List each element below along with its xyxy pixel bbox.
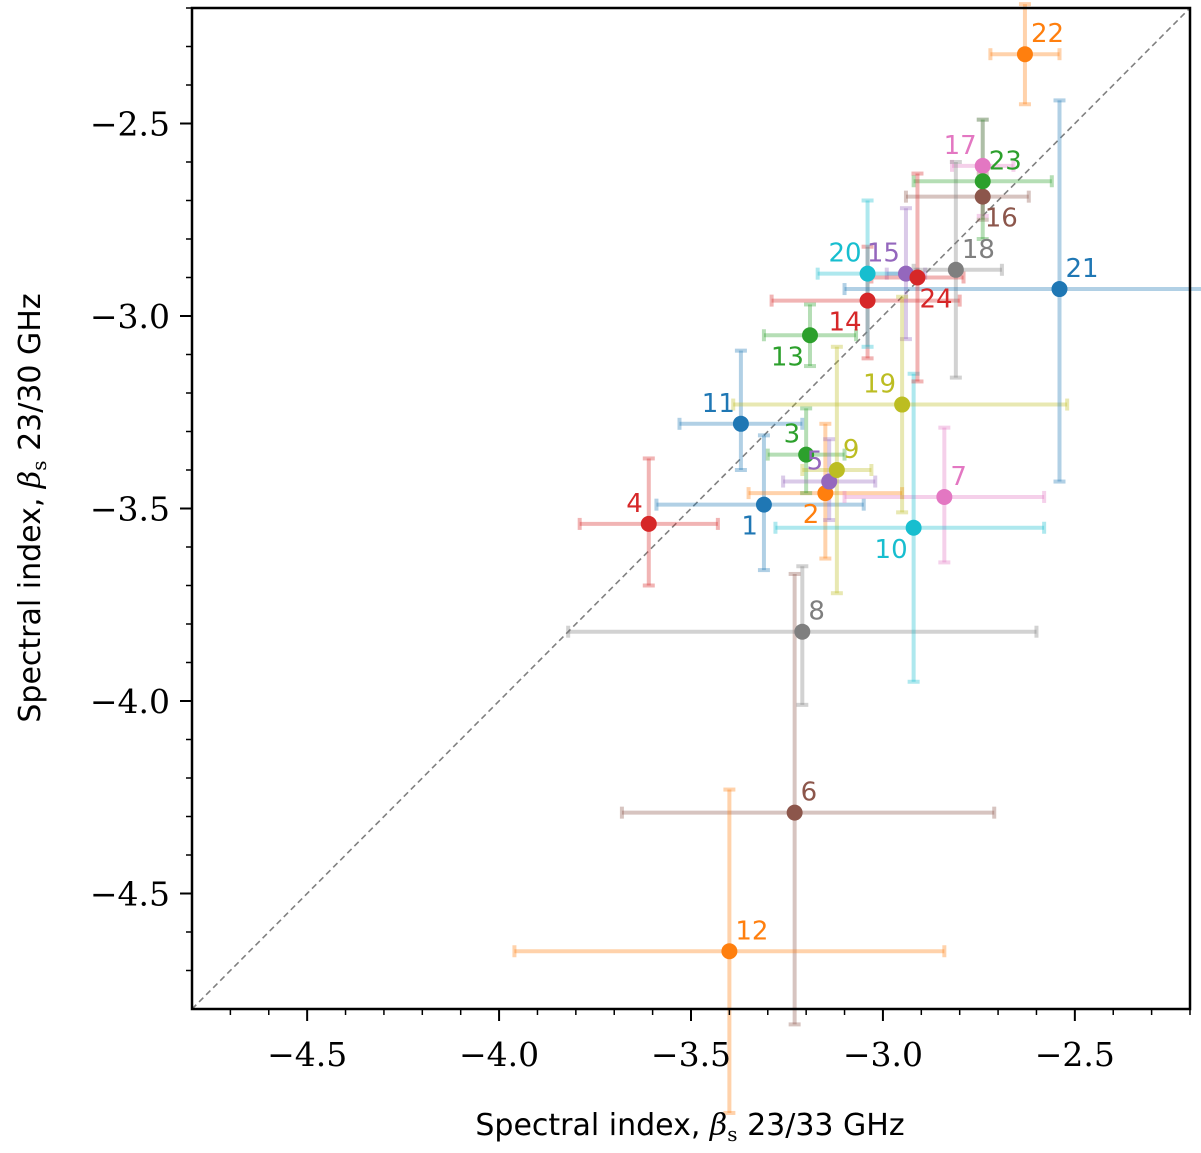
data-point-8 (794, 623, 811, 640)
point-label-11: 11 (702, 389, 735, 419)
point-label-20: 20 (828, 239, 861, 269)
point-label-9: 9 (843, 435, 860, 465)
x-tick-label: −2.5 (1035, 1035, 1115, 1074)
y-axis-title: Spectral index, βs 23/30 GHz (13, 293, 51, 722)
point-label-18: 18 (962, 235, 995, 265)
point-label-17: 17 (944, 131, 977, 161)
point-label-12: 12 (735, 916, 768, 946)
data-point-22 (1016, 46, 1033, 63)
point-label-24: 24 (919, 285, 952, 315)
data-point-16 (974, 188, 991, 205)
y-tick-label: −4.5 (90, 875, 170, 914)
data-point-24 (909, 269, 926, 286)
y-tick-label: −4.0 (90, 682, 170, 721)
data-point-4 (640, 515, 657, 532)
data-point-23 (974, 173, 991, 190)
data-point-14 (859, 292, 876, 309)
markers-layer (640, 46, 1068, 960)
data-point-13 (801, 327, 818, 344)
point-label-21: 21 (1065, 254, 1098, 284)
point-label-23: 23 (989, 146, 1022, 176)
point-label-14: 14 (828, 308, 861, 338)
y-tick-labels: −4.5 −4.0 −3.5 −3.0 −2.5 (90, 105, 170, 914)
point-label-1: 1 (741, 512, 758, 542)
point-label-7: 7 (950, 462, 967, 492)
point-label-8: 8 (808, 597, 825, 627)
reference-diagonal-line (191, 7, 1191, 1010)
error-bar-6 (619, 571, 997, 1027)
data-point-19 (894, 396, 911, 413)
data-point-9 (828, 462, 845, 478)
x-tick-label: −4.5 (267, 1035, 347, 1074)
point-label-22: 22 (1031, 19, 1064, 49)
data-point-21 (1051, 281, 1068, 298)
data-point-6 (786, 804, 803, 821)
data-point-11 (732, 415, 749, 432)
point-label-13: 13 (771, 342, 804, 372)
point-label-19: 19 (863, 370, 896, 400)
data-point-1 (755, 496, 772, 513)
point-label-5: 5 (807, 447, 824, 477)
point-label-4: 4 (626, 489, 643, 519)
data-point-12 (721, 943, 738, 960)
point-label-16: 16 (985, 204, 1018, 234)
data-point-18 (947, 261, 964, 278)
point-label-10: 10 (875, 535, 908, 565)
y-tick-label: −3.0 (90, 297, 170, 336)
data-point-5 (821, 473, 838, 490)
data-point-20 (859, 265, 876, 282)
y-tick-label: −2.5 (90, 105, 170, 144)
x-tick-label: −4.0 (459, 1035, 539, 1074)
data-point-17 (974, 157, 991, 174)
data-point-10 (905, 519, 922, 536)
x-tick-label: −3.5 (651, 1035, 731, 1074)
point-label-2: 2 (803, 500, 820, 530)
point-label-3: 3 (784, 420, 801, 450)
x-axis-title: Spectral index, βs 23/33 GHz (475, 1108, 904, 1146)
axis-ticks (180, 7, 1191, 1021)
error-bars-layer (512, 2, 1201, 1115)
x-tick-label: −3.0 (843, 1035, 923, 1074)
y-tick-label: −3.5 (90, 490, 170, 529)
point-label-6: 6 (801, 778, 818, 808)
data-point-3 (798, 446, 815, 463)
data-point-7 (936, 488, 953, 505)
point-label-15: 15 (867, 239, 900, 269)
error-bar-21 (842, 98, 1201, 484)
x-tick-labels: −4.5 −4.0 −3.5 −3.0 −2.5 (267, 1035, 1115, 1074)
